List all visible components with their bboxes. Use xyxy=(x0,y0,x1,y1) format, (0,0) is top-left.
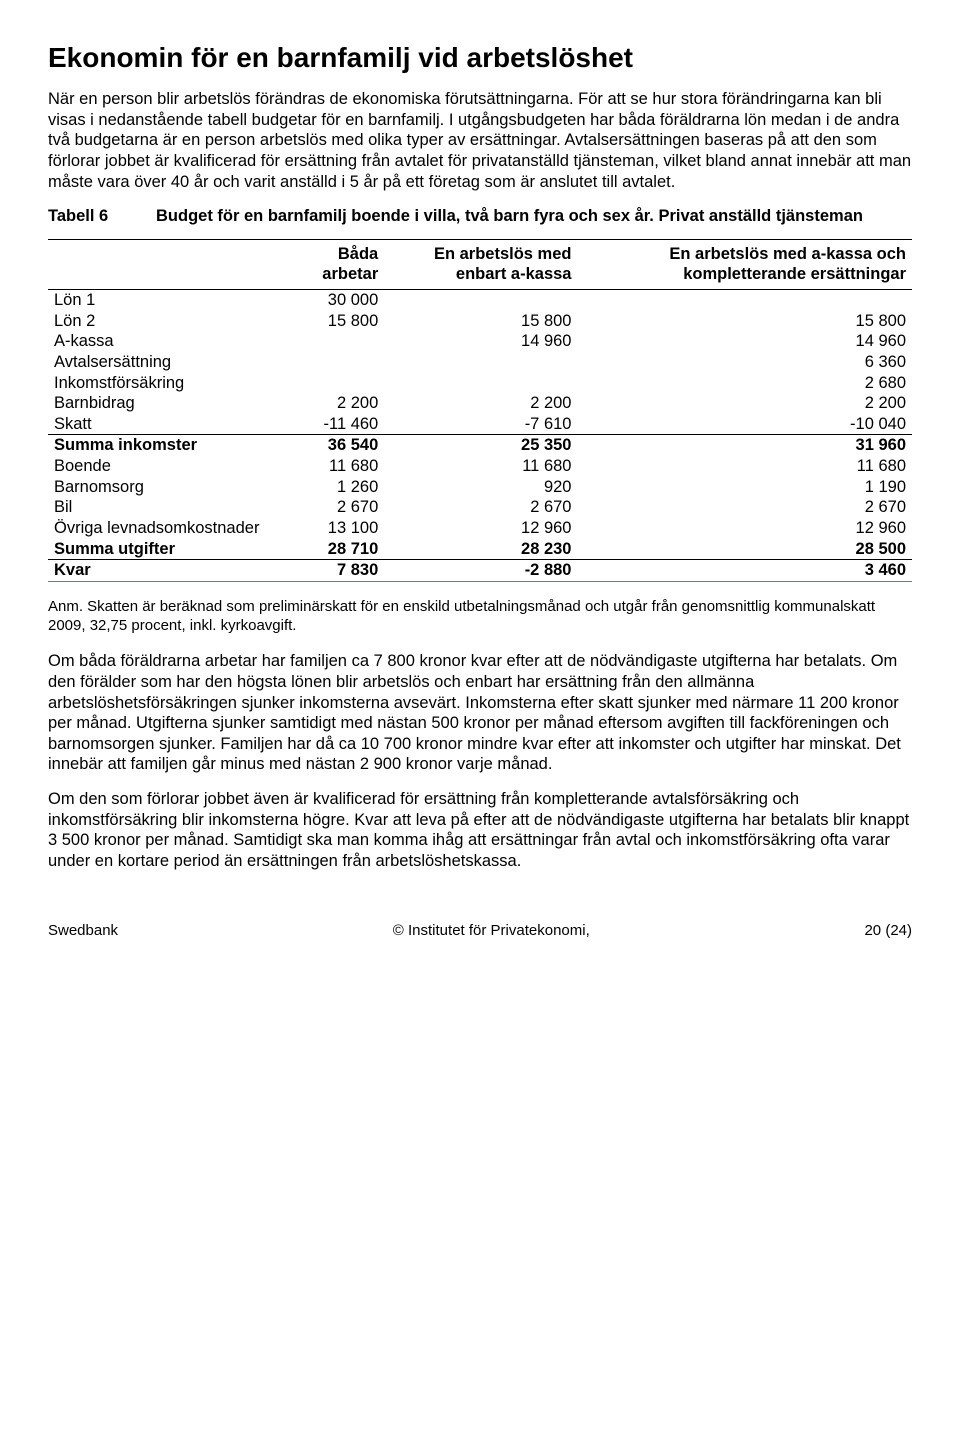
page-title: Ekonomin för en barnfamilj vid arbetslös… xyxy=(48,40,912,75)
cell: 15 800 xyxy=(577,311,912,332)
table-row: Barnbidrag2 2002 2002 200 xyxy=(48,393,912,414)
cell: 14 960 xyxy=(384,331,577,352)
table-row: Avtalsersättning 6 360 xyxy=(48,352,912,373)
cell: 14 960 xyxy=(577,331,912,352)
cell xyxy=(384,352,577,373)
row-label: Övriga levnadsomkostnader xyxy=(48,518,290,539)
cell: -2 880 xyxy=(384,560,577,582)
cell: 36 540 xyxy=(290,435,384,456)
col-header-1: Båda arbetar xyxy=(290,239,384,289)
footer-center: © Institutet för Privatekonomi, xyxy=(393,922,590,941)
table-row: Övriga levnadsomkostnader13 10012 96012 … xyxy=(48,518,912,539)
col-header-2: En arbetslös med enbart a-kassa xyxy=(384,239,577,289)
cell: -10 040 xyxy=(577,414,912,435)
intro-paragraph: När en person blir arbetslös förändras d… xyxy=(48,89,912,192)
cell: 7 830 xyxy=(290,560,384,582)
cell: -11 460 xyxy=(290,414,384,435)
table-row: Summa inkomster36 54025 35031 960 xyxy=(48,435,912,456)
cell xyxy=(577,290,912,311)
footer-right: 20 (24) xyxy=(864,922,912,941)
cell: 28 500 xyxy=(577,539,912,560)
cell: 1 190 xyxy=(577,477,912,498)
cell: 25 350 xyxy=(384,435,577,456)
cell: 2 200 xyxy=(577,393,912,414)
cell: 2 200 xyxy=(290,393,384,414)
row-label: Barnbidrag xyxy=(48,393,290,414)
cell: 28 710 xyxy=(290,539,384,560)
row-label: A-kassa xyxy=(48,331,290,352)
table-caption: Tabell 6 Budget för en barnfamilj boende… xyxy=(48,206,912,227)
table-row: Barnomsorg1 2609201 190 xyxy=(48,477,912,498)
cell: 2 680 xyxy=(577,373,912,394)
table-row: Summa utgifter28 71028 23028 500 xyxy=(48,539,912,560)
cell xyxy=(290,373,384,394)
row-label: Bil xyxy=(48,497,290,518)
row-label: Summa utgifter xyxy=(48,539,290,560)
cell: 31 960 xyxy=(577,435,912,456)
cell: 6 360 xyxy=(577,352,912,373)
cell xyxy=(290,352,384,373)
cell: 3 460 xyxy=(577,560,912,582)
cell: 28 230 xyxy=(384,539,577,560)
row-label: Boende xyxy=(48,456,290,477)
cell: 15 800 xyxy=(290,311,384,332)
row-label: Kvar xyxy=(48,560,290,582)
cell xyxy=(384,373,577,394)
row-label: Lön 2 xyxy=(48,311,290,332)
table-description: Budget för en barnfamilj boende i villa,… xyxy=(156,206,912,227)
cell: 2 670 xyxy=(384,497,577,518)
cell: 12 960 xyxy=(577,518,912,539)
page-footer: Swedbank © Institutet för Privatekonomi,… xyxy=(48,922,912,941)
cell xyxy=(290,331,384,352)
cell: 2 200 xyxy=(384,393,577,414)
row-label: Avtalsersättning xyxy=(48,352,290,373)
table-row: Boende11 68011 68011 680 xyxy=(48,456,912,477)
table-row: Lön 215 80015 80015 800 xyxy=(48,311,912,332)
table-row: A-kassa 14 96014 960 xyxy=(48,331,912,352)
table-row: Bil2 6702 6702 670 xyxy=(48,497,912,518)
cell: 12 960 xyxy=(384,518,577,539)
row-label: Lön 1 xyxy=(48,290,290,311)
analysis-paragraph-1: Om båda föräldrarna arbetar har familjen… xyxy=(48,651,912,775)
cell: 2 670 xyxy=(290,497,384,518)
col-header-3: En arbetslös med a-kassa och komplettera… xyxy=(577,239,912,289)
row-label: Summa inkomster xyxy=(48,435,290,456)
row-label: Inkomstförsäkring xyxy=(48,373,290,394)
table-row: Lön 130 000 xyxy=(48,290,912,311)
table-note: Anm. Skatten är beräknad som preliminärs… xyxy=(48,598,912,636)
cell xyxy=(384,290,577,311)
cell: 15 800 xyxy=(384,311,577,332)
table-row: Skatt-11 460-7 610-10 040 xyxy=(48,414,912,435)
cell: 11 680 xyxy=(384,456,577,477)
cell: 30 000 xyxy=(290,290,384,311)
cell: 13 100 xyxy=(290,518,384,539)
row-label: Barnomsorg xyxy=(48,477,290,498)
table-number: Tabell 6 xyxy=(48,206,156,227)
table-header-row: Båda arbetar En arbetslös med enbart a-k… xyxy=(48,239,912,289)
table-row-kvar: Kvar7 830-2 8803 460 xyxy=(48,560,912,582)
cell: 2 670 xyxy=(577,497,912,518)
cell: 11 680 xyxy=(577,456,912,477)
footer-left: Swedbank xyxy=(48,922,118,941)
budget-table: Båda arbetar En arbetslös med enbart a-k… xyxy=(48,239,912,582)
cell: -7 610 xyxy=(384,414,577,435)
col-header-empty xyxy=(48,239,290,289)
analysis-paragraph-2: Om den som förlorar jobbet även är kvali… xyxy=(48,789,912,872)
cell: 11 680 xyxy=(290,456,384,477)
table-row: Inkomstförsäkring 2 680 xyxy=(48,373,912,394)
row-label: Skatt xyxy=(48,414,290,435)
cell: 920 xyxy=(384,477,577,498)
cell: 1 260 xyxy=(290,477,384,498)
